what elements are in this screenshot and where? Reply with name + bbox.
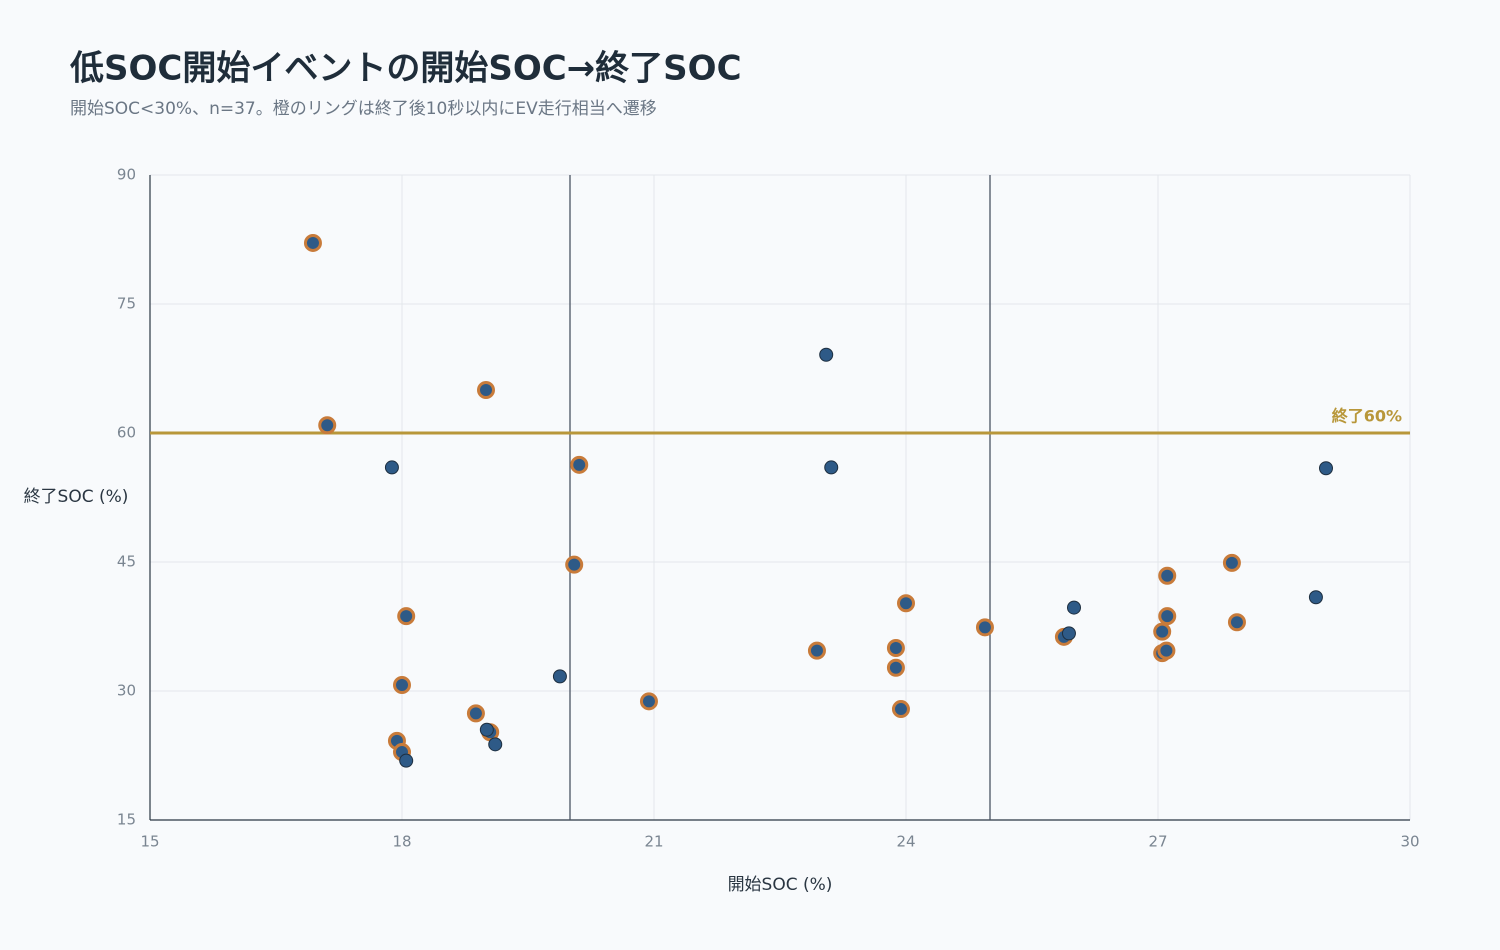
y-tick-label: 15 [117, 811, 136, 829]
scatter-point [399, 753, 414, 768]
scatter-point [1222, 553, 1241, 572]
scatter-point [891, 700, 910, 719]
scatter-point [1227, 613, 1246, 632]
scatter-point [1158, 607, 1177, 626]
y-tick-label: 75 [117, 295, 136, 313]
scatter-point [477, 381, 495, 399]
scatter-point [886, 639, 905, 657]
x-tick-label: 15 [140, 833, 159, 851]
scatter-point [1158, 566, 1177, 585]
scatter-point [897, 594, 915, 613]
scatter-point [384, 460, 399, 475]
chart-title: 低SOC開始イベントの開始SOC→終了SOC [70, 49, 742, 89]
scatter-point [466, 704, 485, 723]
y-tick-label: 45 [117, 553, 136, 571]
scatter-point [886, 658, 905, 677]
scatter-point [570, 455, 589, 474]
scatter-point [1061, 626, 1076, 641]
scatter-point [1157, 641, 1176, 660]
scatter-point [565, 555, 584, 574]
scatter-point [1153, 622, 1172, 641]
scatter-point [1308, 590, 1323, 605]
x-tick-label: 30 [1400, 833, 1419, 851]
y-tick-label: 90 [117, 166, 136, 184]
scatter-point [807, 641, 826, 660]
x-tick-label: 27 [1148, 833, 1167, 851]
scatter-point [479, 722, 494, 737]
scatter-point [639, 692, 658, 711]
x-tick-label: 18 [392, 833, 411, 851]
scatter-point [824, 460, 839, 475]
scatter-point [552, 669, 567, 684]
scatter-point [819, 347, 834, 362]
y-axis-title: 終了SOC (%) [24, 487, 129, 507]
y-tick-label: 60 [117, 424, 136, 442]
scatter-point [975, 618, 994, 637]
scatter-point [318, 416, 337, 435]
x-tick-label: 24 [896, 833, 915, 851]
scatter-point [488, 737, 503, 752]
scatter-point [393, 675, 411, 694]
y-tick-label: 30 [117, 682, 136, 700]
x-tick-label: 21 [644, 833, 663, 851]
scatter-point [397, 607, 416, 626]
x-axis-title: 開始SOC (%) [728, 875, 833, 895]
reference-label: 終了60% [1332, 407, 1402, 426]
scatter-point [1067, 600, 1081, 615]
scatter-point [1319, 461, 1333, 476]
chart-subtitle: 開始SOC<30%、n=37。橙のリングは終了後10秒以内にEV走行相当へ遷移 [70, 99, 657, 119]
scatter-point [303, 233, 322, 252]
